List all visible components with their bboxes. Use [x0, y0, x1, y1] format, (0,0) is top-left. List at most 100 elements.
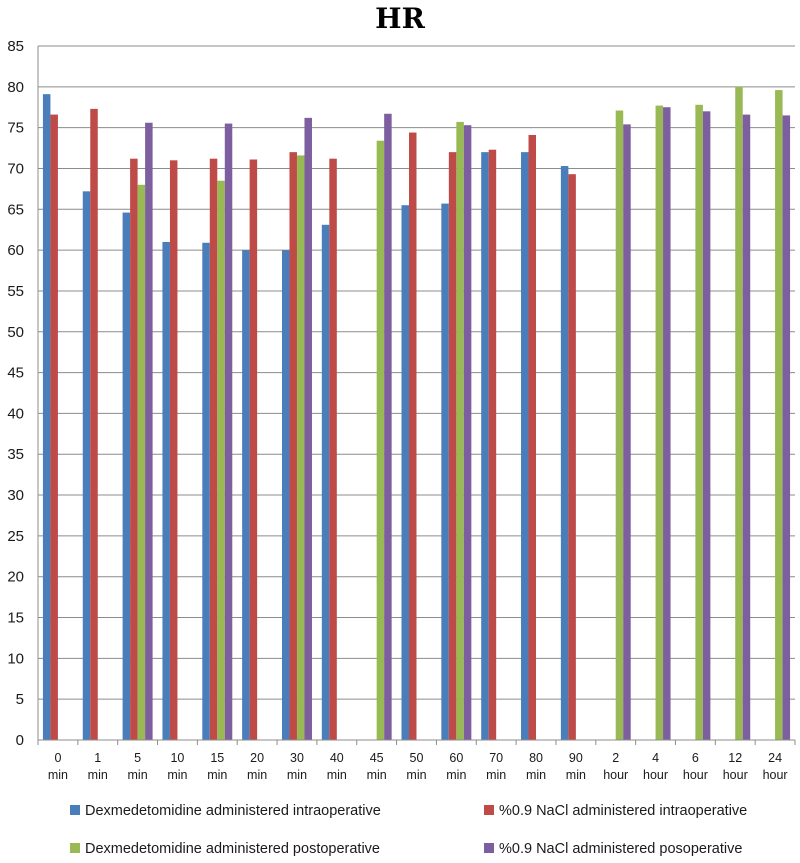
- bar: [560, 166, 569, 740]
- legend-swatch: [70, 843, 80, 853]
- x-tick-label: 5: [134, 751, 141, 765]
- bar: [695, 104, 703, 740]
- y-tick-label: 20: [7, 569, 24, 586]
- bar: [296, 155, 305, 741]
- legend-label: Dexmedetomidine administered intraoperat…: [85, 803, 381, 819]
- x-tick-label: 10: [170, 751, 184, 765]
- y-tick-label: 15: [7, 610, 24, 627]
- x-axis: 0 min 1 min 5 min 10 min 15 min 20 min 30 min 40 min 45 m…: [37, 739, 796, 782]
- bar: [289, 152, 297, 740]
- bar: [463, 125, 472, 741]
- x-tick-label: 1: [94, 751, 101, 765]
- bar: [169, 160, 178, 740]
- bar: [242, 250, 250, 740]
- x-tick-label: 15: [210, 751, 224, 765]
- y-tick-label: 65: [7, 201, 24, 218]
- bar: [376, 140, 385, 741]
- bar: [521, 152, 529, 740]
- bar: [82, 191, 91, 740]
- bar: [481, 152, 489, 740]
- x-tick-label: 4: [652, 751, 659, 765]
- x-tick-label-unit: hour: [723, 768, 748, 782]
- bar: [702, 111, 711, 741]
- x-tick-label: 6: [692, 751, 699, 765]
- legend-swatch: [70, 805, 80, 815]
- bar: [321, 224, 330, 740]
- legend-swatch: [484, 805, 494, 815]
- bar: [568, 174, 576, 740]
- y-tick-label: 50: [7, 324, 24, 341]
- bar: [122, 212, 131, 740]
- x-tick-label-unit: hour: [763, 768, 788, 782]
- x-tick-label-unit: min: [446, 768, 466, 782]
- bar: [615, 110, 624, 741]
- x-tick-label-unit: min: [526, 768, 546, 782]
- bar: [137, 184, 146, 741]
- x-tick-label-unit: hour: [603, 768, 628, 782]
- x-tick-label: 60: [449, 751, 463, 765]
- y-tick-label: 55: [7, 283, 24, 300]
- bar: [409, 132, 417, 740]
- x-tick-label-unit: min: [167, 768, 187, 782]
- bar: [735, 86, 743, 740]
- y-tick-label: 30: [7, 487, 24, 504]
- bar: [441, 203, 449, 740]
- x-tick-label: 2: [612, 751, 619, 765]
- y-axis: 0 5 10 15 20 25 30 35 40 45 50 55 60 65 70 75 80 85: [7, 38, 39, 749]
- x-tick-label: 45: [370, 751, 384, 765]
- bar: [304, 117, 312, 740]
- bar: [217, 180, 225, 740]
- x-tick-label-unit: hour: [683, 768, 708, 782]
- bar: [145, 122, 153, 741]
- x-tick-label-unit: min: [486, 768, 506, 782]
- bar: [130, 158, 138, 740]
- x-tick-label: 50: [410, 751, 424, 765]
- x-tick-label-unit: min: [287, 768, 307, 782]
- x-tick-label: 0: [54, 751, 61, 765]
- x-tick-label-unit: min: [367, 768, 387, 782]
- bar: [488, 149, 497, 740]
- y-tick-label: 0: [16, 732, 24, 749]
- bar: [782, 115, 791, 740]
- x-tick-label: 40: [330, 751, 344, 765]
- bar: [384, 113, 392, 740]
- bar: [42, 94, 51, 741]
- x-tick-label: 12: [728, 751, 742, 765]
- x-tick-label: 20: [250, 751, 264, 765]
- y-tick-label: 60: [7, 242, 24, 259]
- bars: [42, 86, 791, 741]
- x-tick-label-unit: min: [247, 768, 267, 782]
- chart-title: HR: [375, 2, 425, 35]
- bar: [162, 241, 170, 740]
- x-tick-label-unit: min: [566, 768, 586, 782]
- x-tick-label-unit: min: [48, 768, 68, 782]
- x-tick-label: 80: [529, 751, 543, 765]
- bar: [623, 124, 631, 741]
- bar: [742, 114, 751, 741]
- bar: [775, 90, 783, 740]
- x-tick-label: 30: [290, 751, 304, 765]
- y-tick-label: 5: [16, 691, 24, 708]
- bar: [224, 123, 233, 741]
- legend: Dexmedetomidine administered intraoperat…: [70, 803, 747, 857]
- x-tick-label-unit: min: [88, 768, 108, 782]
- legend-swatch: [484, 843, 494, 853]
- x-tick-label-unit: min: [327, 768, 347, 782]
- bar: [528, 134, 537, 740]
- y-tick-label: 40: [7, 405, 24, 422]
- legend-label: %0.9 NaCl administered intraoperative: [499, 803, 747, 819]
- x-tick-label-unit: min: [207, 768, 227, 782]
- bar: [202, 242, 210, 740]
- bar: [90, 108, 98, 741]
- bar: [448, 152, 457, 740]
- bar: [209, 158, 218, 740]
- y-tick-label: 10: [7, 650, 24, 667]
- bar: [401, 205, 409, 740]
- y-tick-label: 70: [7, 160, 24, 177]
- bar: [329, 158, 337, 740]
- bar: [456, 121, 464, 740]
- bar: [281, 250, 290, 740]
- bar: [50, 114, 58, 741]
- legend-label: %0.9 NaCl administered posoperative: [499, 841, 742, 857]
